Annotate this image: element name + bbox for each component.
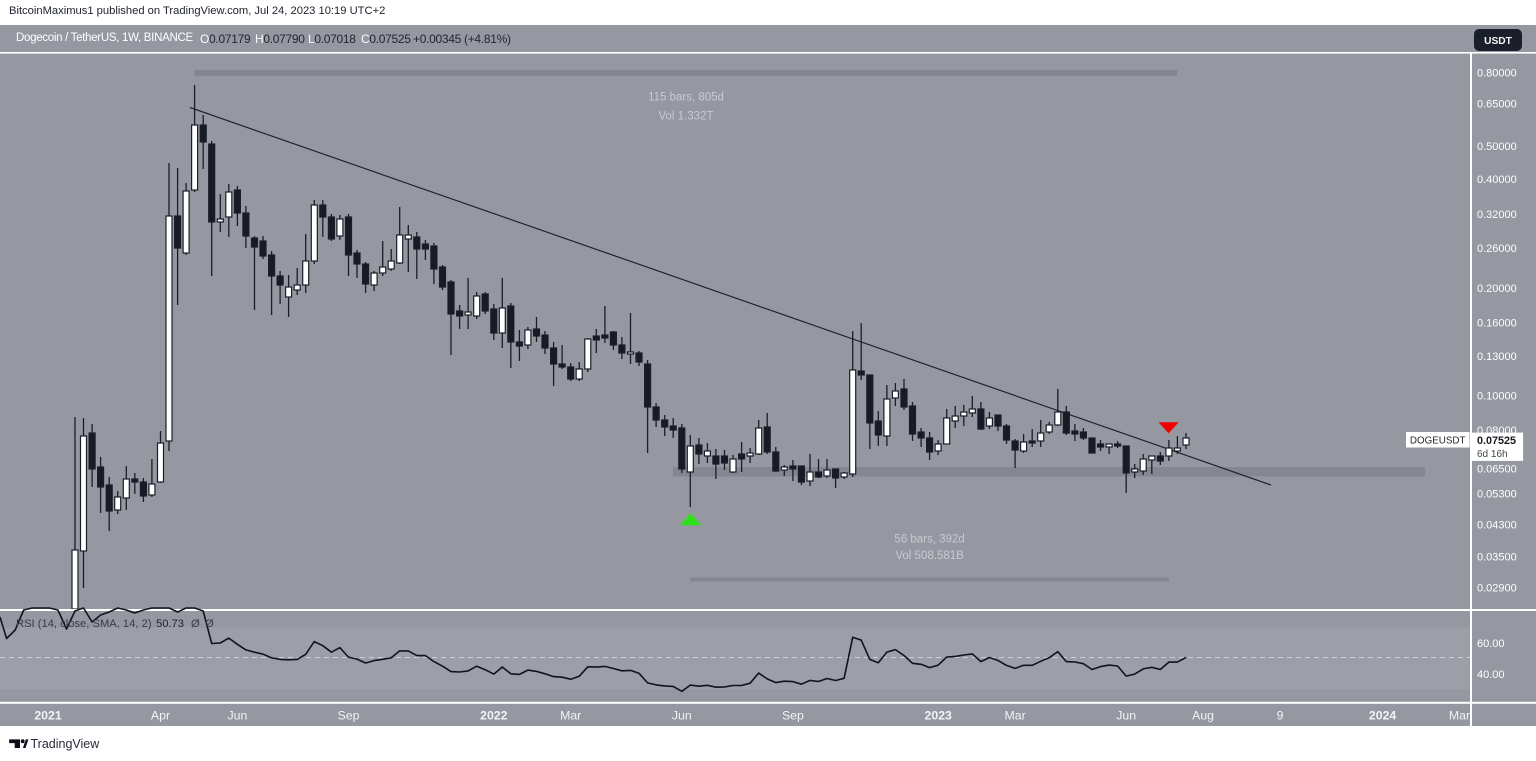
svg-text:2021: 2021 (34, 708, 62, 722)
svg-text:Vol 508.581B: Vol 508.581B (895, 550, 964, 562)
svg-text:6d 16h: 6d 16h (1477, 449, 1508, 460)
svg-text:60.00: 60.00 (1477, 638, 1505, 650)
svg-text:115 bars, 805d: 115 bars, 805d (648, 92, 724, 104)
svg-text:Sep: Sep (782, 708, 804, 722)
svg-text:9: 9 (1277, 708, 1284, 722)
svg-text:0.03500: 0.03500 (1477, 551, 1517, 563)
svg-text:0.32000: 0.32000 (1477, 209, 1517, 221)
svg-text:0.02900: 0.02900 (1477, 583, 1517, 595)
svg-text:DOGEUSDT: DOGEUSDT (1410, 435, 1466, 446)
svg-text:0.40000: 0.40000 (1477, 174, 1517, 186)
svg-text:USDT: USDT (1484, 36, 1513, 47)
svg-text:0.10000: 0.10000 (1477, 390, 1517, 402)
svg-text:0.80000: 0.80000 (1477, 67, 1517, 79)
svg-text:0.65000: 0.65000 (1477, 99, 1517, 111)
svg-text:0.05300: 0.05300 (1477, 489, 1517, 501)
svg-text:0.07525: 0.07525 (1477, 435, 1516, 447)
svg-text:Aug: Aug (1192, 708, 1214, 722)
svg-text:2023: 2023 (925, 708, 953, 722)
svg-text:2022: 2022 (480, 708, 508, 722)
svg-text:Jun: Jun (672, 708, 692, 722)
svg-text:Sep: Sep (338, 708, 360, 722)
svg-text:TradingView: TradingView (31, 737, 101, 751)
svg-text:Vol 1.332T: Vol 1.332T (659, 111, 714, 123)
svg-text:Mar: Mar (1005, 708, 1026, 722)
svg-text:0.50000: 0.50000 (1477, 141, 1517, 153)
svg-text:Jun: Jun (1116, 708, 1136, 722)
svg-text:Mar: Mar (560, 708, 581, 722)
svg-text:Mar: Mar (1449, 708, 1470, 722)
svg-text:0.20000: 0.20000 (1477, 283, 1517, 295)
svg-text:0.04300: 0.04300 (1477, 520, 1517, 532)
svg-text:0.26000: 0.26000 (1477, 243, 1517, 255)
svg-text:56 bars, 392d: 56 bars, 392d (894, 533, 964, 545)
svg-text:Apr: Apr (151, 708, 170, 722)
svg-text:Jun: Jun (227, 708, 247, 722)
svg-text:0.13000: 0.13000 (1477, 351, 1517, 363)
svg-text:0.16000: 0.16000 (1477, 318, 1517, 330)
svg-text:0.06500: 0.06500 (1477, 463, 1517, 475)
svg-text:2024: 2024 (1369, 708, 1397, 722)
svg-text:40.00: 40.00 (1477, 669, 1505, 681)
